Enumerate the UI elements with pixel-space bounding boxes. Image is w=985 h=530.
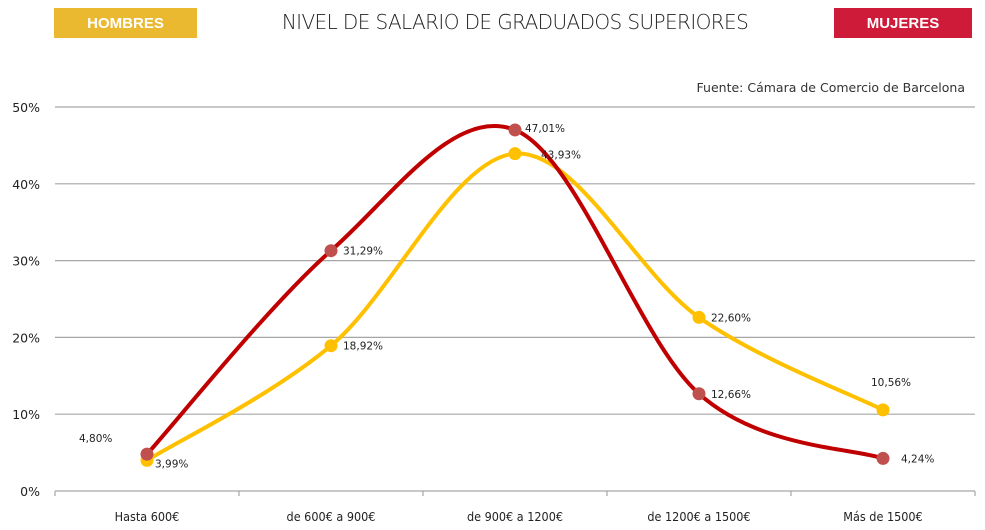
chart-title: NIVEL DE SALARIO DE GRADUADOS SUPERIORES [281, 10, 749, 34]
data-label-hombres: 3,99% [155, 458, 188, 470]
data-label-hombres: 18,92% [343, 341, 383, 353]
source-note: Fuente: Cámara de Comercio de Barcelona [696, 80, 965, 95]
data-label-mujeres: 47,01% [525, 123, 565, 135]
data-label-hombres: 10,56% [871, 377, 911, 389]
marker-hombres [876, 403, 890, 417]
data-label-mujeres: 12,66% [711, 389, 751, 401]
legend-mujeres: MUJERES [834, 8, 972, 38]
x-category-label: de 1200€ a 1500€ [647, 509, 750, 524]
data-label-mujeres: 31,29% [343, 246, 383, 258]
marker-hombres [508, 147, 522, 161]
y-tick-label: 10% [12, 407, 40, 422]
y-tick-label: 20% [12, 330, 40, 345]
gridlines [55, 106, 975, 492]
x-category-label: de 600€ a 900€ [287, 509, 376, 524]
marker-mujeres [324, 244, 338, 258]
marker-hombres [324, 339, 338, 353]
marker-hombres [692, 310, 706, 324]
legend-hombres: HOMBRES [54, 8, 197, 38]
marker-mujeres [876, 451, 890, 465]
x-category-label: de 900€ a 1200€ [467, 509, 563, 524]
y-tick-label: 30% [12, 254, 40, 269]
x-category-label: Hasta 600€ [115, 509, 180, 524]
y-axis: 0% 10% 20% 30% 40% 50% [12, 100, 40, 499]
y-tick-label: 40% [12, 177, 40, 192]
series-lines [140, 123, 890, 467]
x-category-label: Más de 1500€ [843, 509, 922, 524]
data-labels: 3,99% 18,92% 43,93% 22,60% 10,56% 4,80% 31,29%… [79, 123, 934, 470]
marker-mujeres [692, 387, 706, 401]
line-mujeres [145, 124, 885, 461]
data-label-hombres: 43,93% [541, 150, 581, 162]
marker-mujeres [508, 123, 522, 137]
data-label-mujeres: 4,80% [79, 433, 112, 445]
marker-mujeres [140, 447, 154, 461]
data-label-mujeres: 4,24% [901, 453, 934, 465]
y-tick-label: 50% [12, 100, 40, 115]
y-tick-label: 0% [20, 484, 40, 499]
x-axis: Hasta 600€ de 600€ a 900€ de 900€ a 1200€ d… [54, 491, 976, 524]
data-label-hombres: 22,60% [711, 312, 751, 324]
